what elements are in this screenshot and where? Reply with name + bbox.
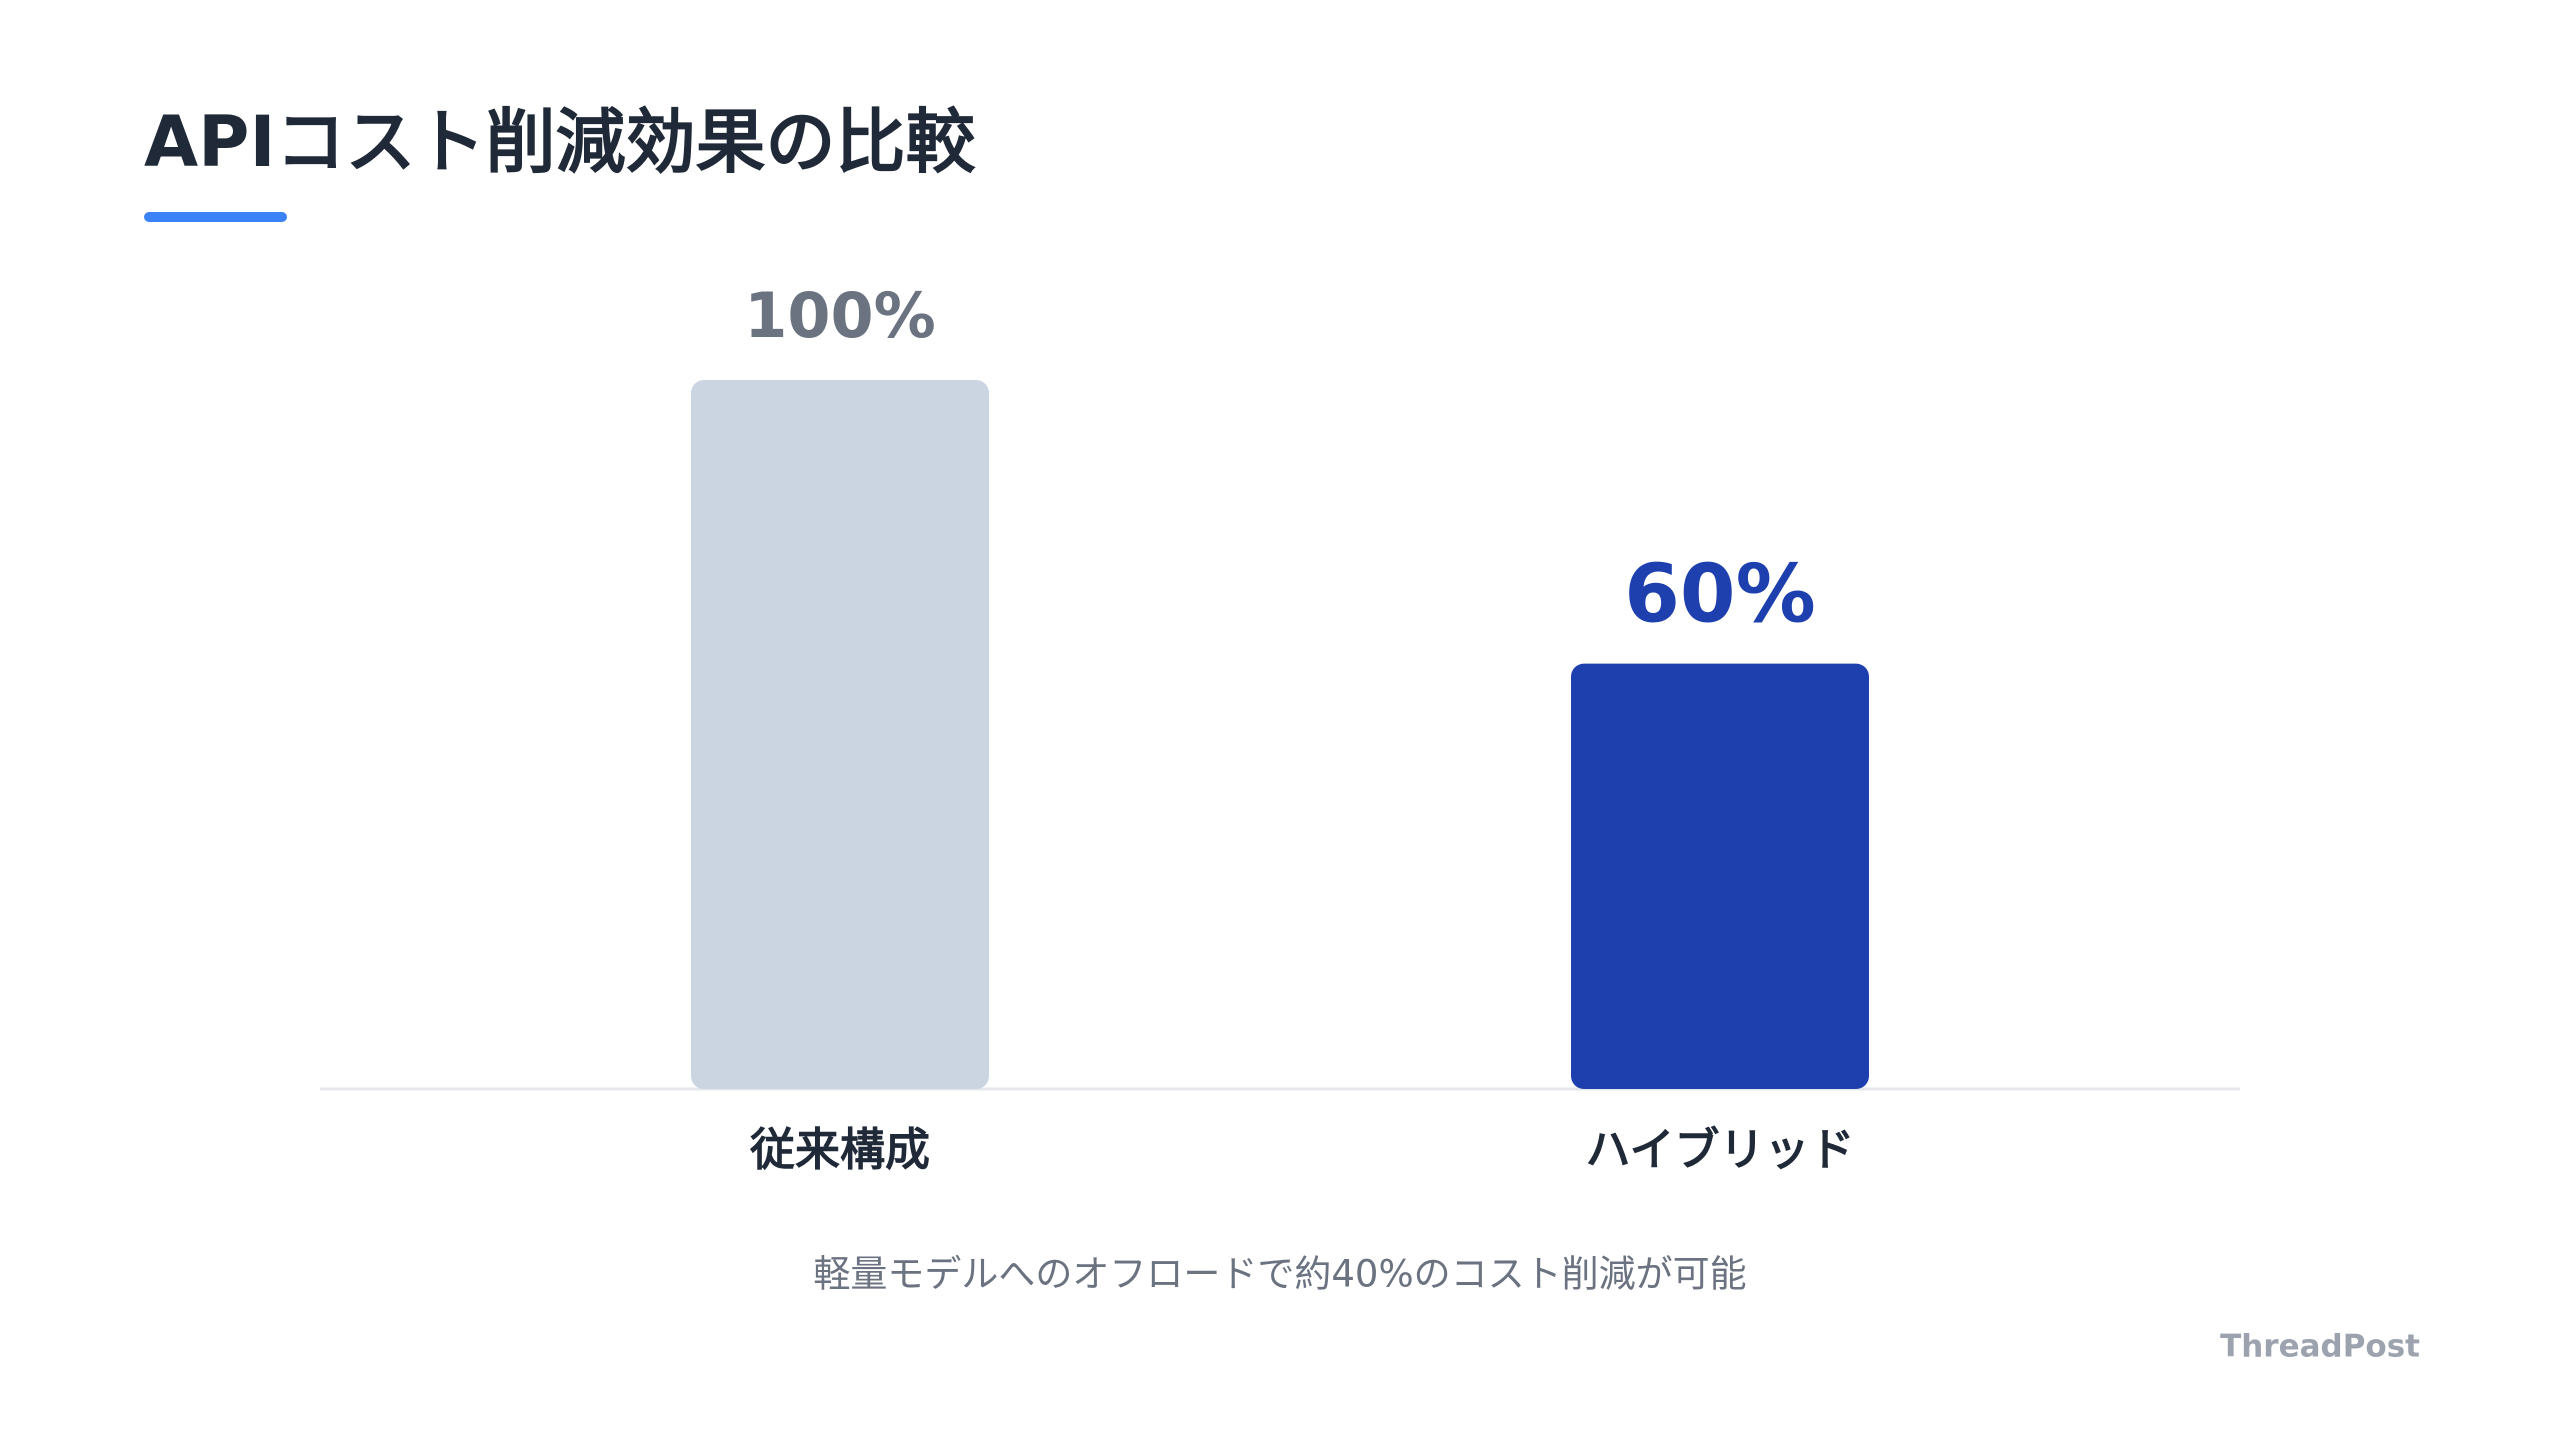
chart-title: APIコスト削減効果の比較	[144, 101, 977, 183]
x-tick-label: ハイブリッド	[1585, 1123, 1854, 1176]
x-tick-label: 従来構成	[749, 1123, 930, 1176]
bar	[691, 380, 989, 1089]
title-underline	[144, 212, 287, 222]
value-label: 100%	[744, 279, 936, 352]
caption: 軽量モデルへのオフロードで約40%のコスト削減が可能	[813, 1253, 1746, 1296]
bar	[1571, 663, 1869, 1089]
brand: ThreadPost	[2220, 1329, 2420, 1365]
value-label: 60%	[1624, 548, 1815, 641]
